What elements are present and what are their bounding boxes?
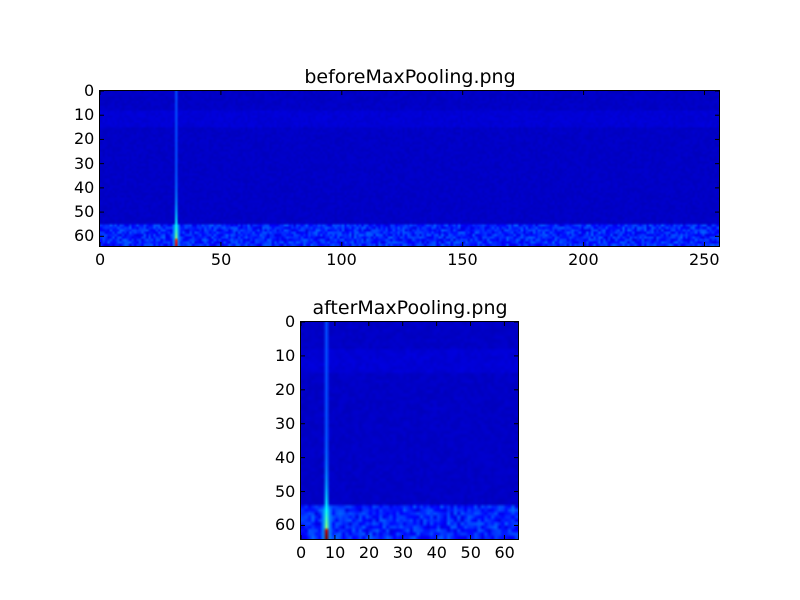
y-tick-label: 50 xyxy=(74,202,95,222)
x-tick-label: 0 xyxy=(95,250,106,269)
x-tick-label: 30 xyxy=(392,543,414,562)
y-tick-label: 20 xyxy=(275,379,296,399)
y-tick-label: 40 xyxy=(275,447,296,467)
axes-bottom xyxy=(300,321,519,540)
y-tick-label: 30 xyxy=(74,153,95,173)
chart-title-bottom: afterMaxPooling.png xyxy=(312,297,508,319)
y-tick-label: 10 xyxy=(74,105,95,125)
y-tick-label: 0 xyxy=(285,312,296,331)
y-tick-label: 60 xyxy=(275,515,296,535)
y-tick-label: 0 xyxy=(84,81,95,100)
y-tick-label: 50 xyxy=(275,481,296,501)
x-tick-label: 40 xyxy=(426,543,447,562)
y-tick-label: 30 xyxy=(275,413,296,433)
y-tick-label: 60 xyxy=(74,226,95,246)
axes-top xyxy=(99,90,720,247)
x-tick-label: 250 xyxy=(688,250,720,269)
x-tick-label: 0 xyxy=(296,543,307,562)
y-tick-label: 20 xyxy=(74,129,95,149)
x-tick-label: 150 xyxy=(447,250,478,269)
heatmap-image-top xyxy=(100,91,719,246)
heatmap-image-bottom xyxy=(301,322,518,539)
x-tick-label: 200 xyxy=(568,250,599,269)
x-tick-label: 20 xyxy=(358,543,380,562)
y-tick-label: 10 xyxy=(275,345,296,365)
x-tick-label: 60 xyxy=(494,543,515,562)
x-tick-label: 10 xyxy=(324,543,346,562)
chart-title-top: beforeMaxPooling.png xyxy=(304,66,516,88)
x-tick-label: 50 xyxy=(210,250,232,269)
x-tick-label: 100 xyxy=(326,250,357,269)
y-tick-label: 40 xyxy=(74,177,95,197)
x-tick-label: 50 xyxy=(460,543,481,562)
